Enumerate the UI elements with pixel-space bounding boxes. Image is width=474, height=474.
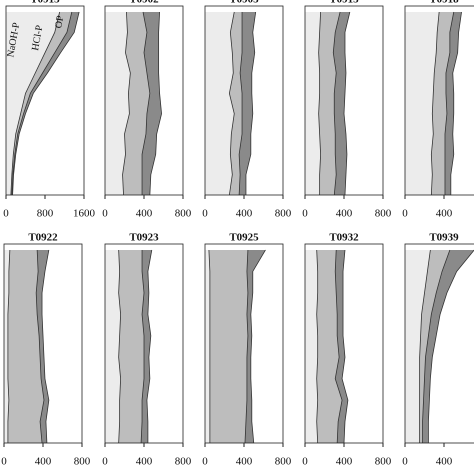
- layer-boundary: [10, 11, 61, 196]
- x-tick-label: 400: [436, 208, 453, 220]
- x-tick-label: 0: [3, 208, 9, 220]
- layer-fill: [305, 250, 318, 443]
- panel-title: T0915: [329, 0, 359, 6]
- layer-fill: [405, 12, 440, 195]
- layer-fill: [229, 12, 243, 195]
- layer-fill: [105, 250, 121, 443]
- layer-boundary: [343, 11, 351, 196]
- x-tick-label: 400: [336, 208, 353, 220]
- x-tick-label: 400: [236, 208, 253, 220]
- layer-fill: [105, 12, 131, 195]
- layer-boundary: [208, 249, 211, 443]
- layer-boundary: [35, 249, 45, 444]
- panel-title: T0913: [30, 0, 60, 6]
- layer-fill: [11, 12, 80, 195]
- layer-fill: [7, 250, 44, 443]
- layer-fill: [244, 250, 266, 443]
- layer-fill: [239, 12, 256, 195]
- layer-boundary: [141, 11, 151, 195]
- x-tick-label: 0: [202, 208, 208, 220]
- layer-label: OP: [53, 14, 66, 29]
- x-tick-label: 0: [302, 456, 308, 468]
- x-tick-label: 800: [375, 456, 392, 468]
- x-tick-label: 0: [402, 208, 408, 220]
- x-tick-label: 800: [375, 208, 392, 220]
- layer-boundary: [41, 249, 50, 444]
- layer-fill: [335, 250, 348, 443]
- x-tick-label: 400: [35, 456, 52, 468]
- x-tick-label: 0: [102, 456, 108, 468]
- panel-title: T0902: [129, 0, 159, 6]
- x-tick-label: 800: [37, 208, 54, 220]
- x-tick-label: 400: [136, 456, 153, 468]
- layer-fill: [305, 12, 321, 195]
- layer-boundary: [149, 11, 162, 196]
- layer-fill: [405, 250, 431, 443]
- x-tick-label: 800: [74, 456, 91, 468]
- layer-fill: [419, 250, 450, 443]
- layer-boundary: [140, 250, 145, 444]
- layer-boundary: [11, 11, 73, 196]
- layer-fill: [142, 12, 162, 195]
- panel-title: T0939: [429, 232, 459, 244]
- layer-boundary: [146, 249, 153, 443]
- layer-boundary: [428, 249, 474, 443]
- layer-boundary: [318, 11, 322, 195]
- x-tick-label: 800: [275, 208, 292, 220]
- layer-boundary: [118, 249, 122, 444]
- layer-boundary: [444, 11, 455, 195]
- x-tick-label: 400: [336, 456, 353, 468]
- x-tick-label: 0: [1, 456, 7, 468]
- layer-boundary: [12, 11, 80, 196]
- layer-fill: [122, 12, 150, 195]
- panel-title: T0922: [28, 232, 58, 244]
- layer-boundary: [316, 249, 319, 444]
- layer-fill: [431, 12, 454, 195]
- panel-title: T0918: [429, 0, 459, 6]
- layer-boundary: [332, 11, 341, 196]
- layer-boundary: [7, 249, 11, 443]
- layer-fill: [208, 250, 248, 443]
- x-tick-label: 0: [402, 456, 408, 468]
- panel-title: T0932: [329, 232, 359, 244]
- x-tick-label: 400: [136, 208, 153, 220]
- layer-fill: [36, 250, 49, 443]
- layer-fill: [205, 12, 235, 195]
- layer-boundary: [228, 11, 235, 196]
- panel-title: T0925: [229, 232, 259, 244]
- x-tick-label: 800: [175, 456, 192, 468]
- x-tick-label: 0: [302, 208, 308, 220]
- layer-boundary: [238, 12, 243, 196]
- layer-boundary: [450, 11, 462, 195]
- layer-boundary: [419, 249, 431, 443]
- layer-fill: [205, 250, 210, 443]
- x-tick-label: 0: [102, 208, 108, 220]
- layer-fill: [318, 12, 341, 195]
- x-tick-label: 400: [436, 456, 453, 468]
- layer-fill: [422, 250, 474, 443]
- layer-boundary: [122, 11, 131, 196]
- layer-boundary: [422, 249, 451, 443]
- panel-title: T0923: [129, 232, 159, 244]
- layer-label: HCl-P: [30, 24, 45, 52]
- layer-boundary: [341, 249, 349, 444]
- layer-boundary: [250, 249, 266, 444]
- x-tick-label: 1600: [73, 208, 96, 220]
- layer-boundary: [430, 11, 440, 196]
- panel-title: T0905: [229, 0, 259, 6]
- x-tick-label: 400: [236, 456, 253, 468]
- layer-boundary: [244, 249, 249, 444]
- layer-fill: [316, 250, 343, 443]
- x-tick-label: 800: [275, 456, 292, 468]
- layer-boundary: [334, 249, 343, 444]
- layer-fill: [333, 12, 350, 195]
- layer-fill: [6, 12, 60, 195]
- layer-boundary: [245, 11, 257, 195]
- x-tick-label: 0: [202, 456, 208, 468]
- x-tick-label: 800: [175, 208, 192, 220]
- layer-fill: [118, 250, 144, 443]
